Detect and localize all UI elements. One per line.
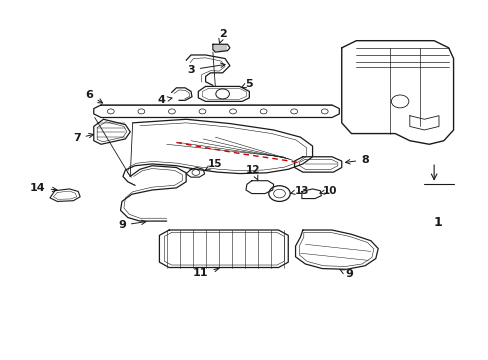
Text: 5: 5	[241, 79, 253, 89]
Text: 13: 13	[290, 185, 308, 195]
Text: 6: 6	[85, 90, 102, 103]
Text: 11: 11	[193, 267, 219, 278]
Text: 1: 1	[432, 216, 441, 229]
Text: 9: 9	[118, 220, 145, 230]
Text: 10: 10	[319, 186, 336, 196]
Text: 7: 7	[73, 133, 93, 143]
Text: 4: 4	[158, 95, 172, 105]
Text: 15: 15	[205, 159, 222, 170]
Text: 8: 8	[345, 155, 368, 165]
Text: 3: 3	[187, 63, 224, 75]
Text: 9: 9	[339, 269, 352, 279]
Text: 14: 14	[30, 184, 57, 193]
Text: 12: 12	[245, 165, 260, 180]
Text: 2: 2	[218, 29, 226, 43]
